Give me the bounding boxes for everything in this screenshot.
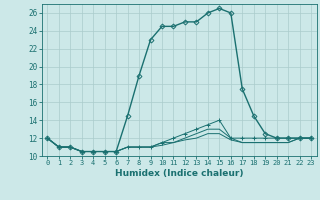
X-axis label: Humidex (Indice chaleur): Humidex (Indice chaleur) xyxy=(115,169,244,178)
